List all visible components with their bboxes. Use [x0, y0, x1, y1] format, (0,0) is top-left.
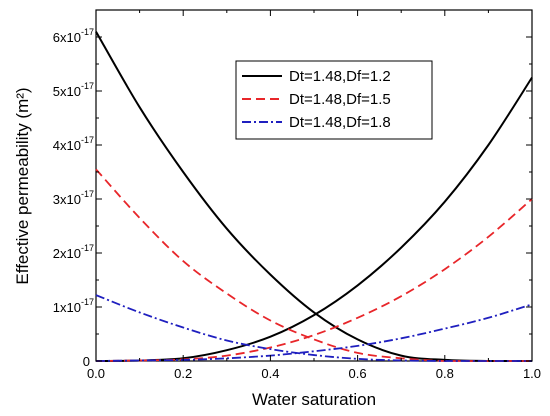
legend-label-1: Dt=1.48,Df=1.2 — [289, 68, 391, 85]
series-3-gas-phase-line — [95, 294, 532, 362]
y-tick-label: 3x10-17 — [53, 189, 94, 207]
x-tick-label: 0.2 — [174, 366, 192, 381]
y-tick-label: 2x10-17 — [53, 243, 94, 261]
y-axis-ticks: 0 1x10-17 2x10-17 3x10-17 4x10-17 5x10-17 6x10… — [53, 27, 532, 369]
y-tick-label: 5x10-17 — [53, 81, 94, 99]
legend-box — [235, 60, 433, 140]
series-2-gas-phase-line — [95, 168, 532, 362]
y-tick-label: 0 — [83, 354, 90, 369]
y-tick-label: 1x10-17 — [53, 297, 94, 315]
x-tick-label: 0.0 — [87, 366, 105, 381]
y-axis-title: Effective permeability (m²) — [13, 87, 32, 284]
curves — [95, 31, 533, 362]
x-axis-ticks: 0.0 0.2 0.4 0.6 0.8 1.0 — [87, 10, 541, 381]
y-tick-label: 4x10-17 — [53, 135, 94, 153]
legend: Dt=1.48,Df=1.2 Dt=1.48,Df=1.5 Dt=1.48,Df=1… — [235, 60, 433, 140]
x-tick-label: 0.8 — [436, 366, 454, 381]
legend-label-2: Dt=1.48,Df=1.5 — [289, 91, 391, 108]
y-tick-label: 6x10-17 — [53, 27, 94, 45]
plot-area: 0.0 0.2 0.4 0.6 0.8 1.0 0 1x10-17 2x10-17 3x10-1… — [53, 9, 541, 381]
series-2-water-phase-line — [95, 198, 533, 362]
series-3-water-phase-line — [95, 303, 533, 362]
x-tick-label: 1.0 — [523, 366, 541, 381]
x-tick-label: 0.6 — [349, 366, 367, 381]
x-tick-label: 0.4 — [261, 366, 279, 381]
x-axis-title: Water saturation — [252, 390, 376, 409]
legend-label-3: Dt=1.48,Df=1.8 — [289, 114, 391, 131]
